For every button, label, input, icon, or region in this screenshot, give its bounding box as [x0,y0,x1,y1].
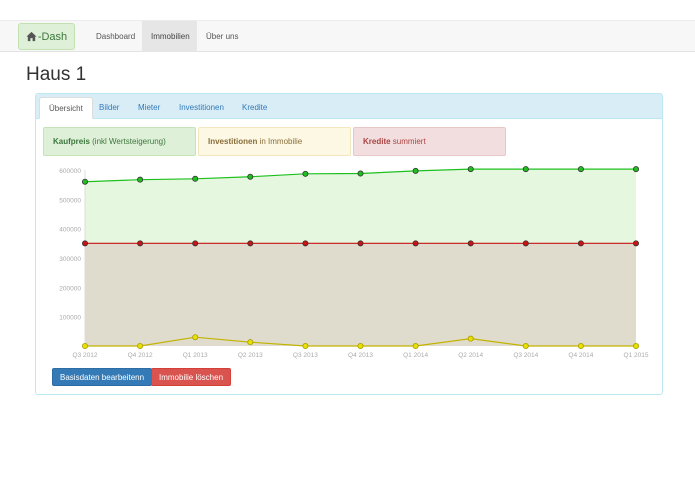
tab-bilder[interactable]: Bilder [99,103,120,112]
brand-button[interactable]: -Dash [18,23,75,50]
x-tick-label: Q3 2014 [513,352,538,359]
point-kaufpreis [522,166,529,173]
x-tick-label: Q2 2014 [458,352,483,359]
nav-link-dashboard[interactable]: Dashboard [96,32,136,41]
point-kredite [192,240,199,247]
property-panel: Übersicht Bilder Mieter Investitionen Kr… [35,93,663,395]
y-tick-label: 500000 [59,197,81,204]
point-investitionen [577,342,584,349]
page-title: Haus 1 [26,64,87,85]
point-kredite [412,240,419,247]
point-kredite [522,240,529,247]
point-investitionen [302,342,309,349]
x-tick-label: Q4 2013 [348,352,373,359]
point-kredite [82,240,89,247]
legend-kaufpreis-bold: Kaufpreis [53,137,90,146]
legend-kredite-rest: summiert [390,137,426,146]
x-tick-label: Q1 2013 [183,352,208,359]
point-kredite [357,240,364,247]
legend-kredite-bold: Kredite [363,137,391,146]
tab-bar: Übersicht Bilder Mieter Investitionen Kr… [36,94,662,119]
point-kaufpreis [633,166,640,173]
navbar: -Dash Dashboard Immobilien Über uns [0,20,695,52]
edit-basisdaten-button[interactable]: Basisdaten bearbeitenn [52,368,153,386]
point-kredite [247,240,254,247]
point-kaufpreis [412,167,419,174]
tab-uebersicht[interactable]: Übersicht [39,97,93,119]
legend-investitionen-rest: in Immobilie [257,137,303,146]
point-kredite [302,240,309,247]
point-investitionen [467,335,474,342]
x-tick-label: Q2 2013 [238,352,263,359]
point-kredite [467,240,474,247]
home-icon [26,31,37,42]
y-tick-label: 100000 [59,315,81,322]
point-kaufpreis [192,175,199,182]
x-tick-label: Q3 2013 [293,352,318,359]
y-tick-label: 200000 [59,285,81,292]
y-tick-label: 400000 [59,227,81,234]
point-kaufpreis [247,173,254,180]
tab-mieter[interactable]: Mieter [138,103,161,112]
delete-property-button[interactable]: Immobilie löschen [151,368,232,386]
legend-investitionen-bold: Investitionen [208,137,258,146]
point-kaufpreis [302,170,309,177]
point-kaufpreis [577,166,584,173]
area-kredite [85,243,636,346]
point-investitionen [247,339,254,346]
tab-kredite[interactable]: Kredite [242,103,268,112]
point-kaufpreis [137,176,144,183]
x-tick-label: Q4 2014 [568,352,593,359]
point-investitionen [137,342,144,349]
point-kredite [137,240,144,247]
nav-link-immobilien[interactable]: Immobilien [142,21,197,52]
legend-kaufpreis: Kaufpreis (inkl Wertsteigerung) [43,127,196,156]
point-investitionen [192,334,199,341]
point-investitionen [82,342,89,349]
point-kaufpreis [467,166,474,173]
point-investitionen [633,342,640,349]
x-tick-label: Q3 2012 [73,352,98,359]
point-investitionen [357,342,364,349]
nav-link-ueber-uns[interactable]: Über uns [206,32,239,41]
point-kredite [577,240,584,247]
x-tick-label: Q1 2015 [624,352,649,359]
y-tick-label: 600000 [59,168,81,175]
legend-kredite: Kredite summiert [353,127,506,156]
brand-label: -Dash [37,30,68,43]
area-investitionen [85,337,636,346]
x-tick-label: Q4 2012 [128,352,153,359]
value-chart: 100000 200000 300000 400000 500000 600000 Q3 2… [59,166,649,359]
y-tick-label: 300000 [59,256,81,263]
x-tick-label: Q1 2014 [403,352,428,359]
point-investitionen [522,342,529,349]
tab-investitionen[interactable]: Investitionen [179,103,224,112]
point-kredite [633,240,640,247]
point-kaufpreis [82,178,89,185]
legend-investitionen: Investitionen in Immobilie [198,127,351,156]
point-kaufpreis [357,170,364,177]
point-investitionen [412,342,419,349]
legend-kaufpreis-rest: (inkl Wertsteigerung) [89,137,166,146]
